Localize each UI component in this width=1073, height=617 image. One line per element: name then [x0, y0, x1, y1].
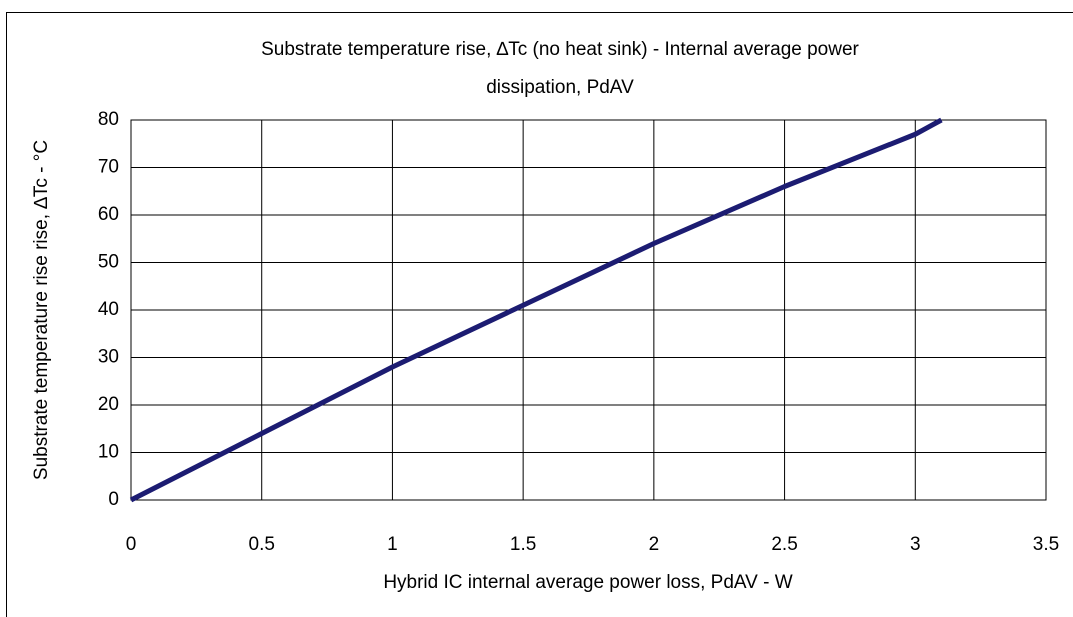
x-tick-label: 1.5 — [510, 534, 536, 555]
x-tick-label: 0 — [126, 534, 137, 555]
chart-title: Substrate temperature rise, ∆Tc (no heat… — [261, 39, 859, 60]
x-tick-label: 2 — [649, 534, 660, 555]
chart-title: dissipation, PdAV — [486, 77, 634, 98]
y-tick-label: 60 — [98, 204, 119, 225]
plot-area — [130, 119, 1047, 501]
y-tick-label: 40 — [98, 299, 119, 320]
y-tick-label: 0 — [108, 489, 119, 510]
y-tick-label: 50 — [98, 252, 119, 273]
chart-frame — [6, 12, 1073, 617]
x-axis-label: Hybrid IC internal average power loss, P… — [383, 572, 792, 593]
y-tick-label: 30 — [98, 347, 119, 368]
y-tick-label: 10 — [98, 442, 119, 463]
y-tick-label: 80 — [98, 109, 119, 130]
y-tick-label: 20 — [98, 394, 119, 415]
x-tick-label: 3 — [910, 534, 921, 555]
x-tick-label: 3.5 — [1033, 534, 1059, 555]
x-tick-label: 0.5 — [249, 534, 275, 555]
data-line — [129, 117, 943, 503]
x-tick-label: 2.5 — [771, 534, 797, 555]
y-axis-label: Substrate temperature rise rise, ∆Tc - °… — [31, 140, 52, 480]
x-tick-label: 1 — [387, 534, 398, 555]
y-tick-label: 70 — [98, 157, 119, 178]
